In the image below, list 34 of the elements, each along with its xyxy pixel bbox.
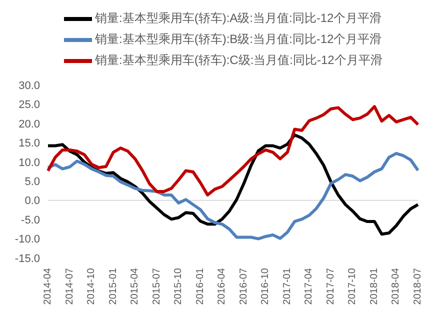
y-tick-label: 25.0 <box>18 99 40 112</box>
y-tick-label: 5.0 <box>24 176 40 188</box>
y-tick-label: 0.0 <box>24 195 40 208</box>
x-tick-label: 2017-01 <box>282 268 293 305</box>
x-tick-label: 2017-10 <box>347 268 358 305</box>
x-tick-label: 2014-10 <box>86 268 98 305</box>
line-series <box>46 133 420 236</box>
x-tick-label: 2018-01 <box>368 268 380 305</box>
x-tick-label: 2018-07 <box>412 268 424 305</box>
x-tick-label: 2017-04 <box>304 268 315 305</box>
x-tick-label: 2015-07 <box>151 268 162 305</box>
legend-label: 销量:基本型乘用车(轿车):A级:当月值:同比-12个月平滑 <box>95 10 382 27</box>
x-tick-label: 2015-04 <box>130 268 141 305</box>
x-tick-label: 2018-04 <box>390 268 402 305</box>
line-series <box>46 105 420 196</box>
y-tick-label: -10.0 <box>14 234 40 246</box>
line-series <box>46 152 420 240</box>
y-tick-label: 30.0 <box>18 80 40 92</box>
x-tick-label: 2014-07 <box>64 268 76 305</box>
x-tick-label: 2015-10 <box>173 268 184 305</box>
x-tick-label: 2016-07 <box>238 268 250 305</box>
legend-label: 销量:基本型乘用车(轿车):B级:当月值:同比-12个月平滑 <box>95 31 382 48</box>
x-tick-label: 2015-01 <box>108 268 119 305</box>
x-tick-label: 2017-07 <box>325 268 336 305</box>
x-tick-label: 2016-10 <box>260 268 272 305</box>
x-tick-label: 2016-04 <box>216 268 228 305</box>
y-tick-label: -5.0 <box>21 214 40 226</box>
x-tick-label: 2014-04 <box>42 268 54 305</box>
y-tick-label: 15.0 <box>18 138 40 150</box>
y-tick-label: 20.0 <box>18 118 40 130</box>
x-tick-label: 2016-01 <box>194 268 206 305</box>
y-tick-label: -15.0 <box>14 252 40 265</box>
y-tick-label: 10.0 <box>18 156 40 169</box>
legend-label: 销量:基本型乘用车(轿车):C级:当月值:同比-12个月平滑 <box>95 52 382 69</box>
